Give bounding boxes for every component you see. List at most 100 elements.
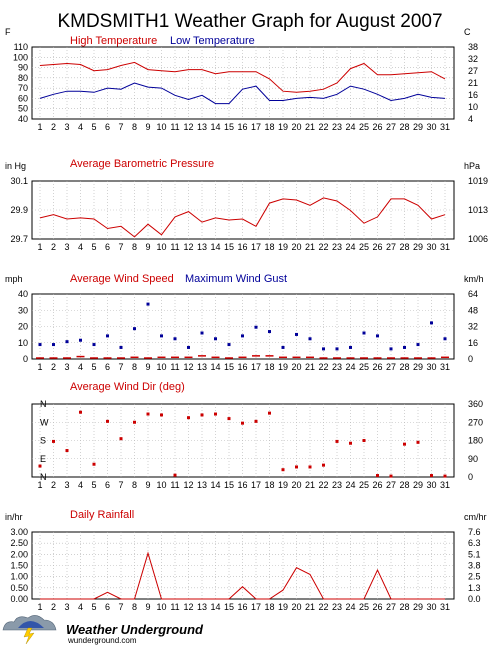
- day-label: 13: [197, 480, 207, 490]
- right-tick-label: 360: [468, 399, 483, 409]
- data-point: [268, 411, 271, 415]
- day-label: 3: [64, 480, 69, 490]
- day-label: 10: [156, 480, 166, 490]
- left-tick-label: 0.50: [10, 583, 28, 593]
- right-tick-label: 270: [468, 417, 483, 427]
- day-label: 25: [359, 122, 369, 132]
- data-point: [187, 416, 190, 420]
- data-point: [268, 330, 271, 334]
- day-label: 20: [291, 242, 301, 252]
- day-label: 6: [105, 480, 110, 490]
- data-point: [117, 357, 125, 359]
- right-tick-label: 38: [468, 42, 478, 52]
- data-point: [171, 356, 179, 359]
- day-label: 12: [183, 122, 193, 132]
- day-label: 26: [372, 602, 382, 612]
- right-unit-label: C: [464, 27, 471, 37]
- day-label: 24: [345, 480, 355, 490]
- data-point: [52, 439, 55, 443]
- data-point: [130, 356, 139, 359]
- day-label: 19: [278, 122, 288, 132]
- data-point: [360, 357, 368, 359]
- day-label: 14: [210, 362, 220, 372]
- data-point: [157, 356, 166, 359]
- left-tick-label: 10: [18, 338, 28, 348]
- right-tick-label: 6.3: [468, 538, 481, 548]
- data-point: [387, 357, 395, 359]
- data-point: [306, 356, 314, 359]
- day-label: 13: [197, 122, 207, 132]
- data-point: [416, 440, 420, 444]
- data-point: [49, 357, 58, 359]
- day-label: 2: [51, 362, 56, 372]
- day-label: 18: [264, 122, 274, 132]
- day-label: 17: [251, 602, 261, 612]
- data-point: [198, 355, 206, 357]
- plot-frame: [31, 46, 455, 120]
- day-label: 16: [237, 602, 247, 612]
- day-label: 2: [51, 122, 56, 132]
- day-label: 30: [426, 242, 436, 252]
- day-label: 21: [305, 602, 315, 612]
- data-point: [376, 474, 379, 478]
- day-label: 18: [264, 362, 274, 372]
- data-point: [92, 462, 96, 466]
- left-tick-label: 40: [18, 289, 28, 299]
- day-label: 9: [145, 602, 150, 612]
- day-label: 23: [332, 362, 342, 372]
- right-tick-label: 3.8: [468, 561, 481, 571]
- data-point: [38, 464, 42, 468]
- left-tick-label: W: [40, 417, 49, 427]
- day-label: 1: [37, 242, 42, 252]
- right-tick-label: 0: [468, 472, 473, 482]
- day-label: 24: [345, 242, 355, 252]
- data-point: [227, 417, 231, 421]
- day-label: 20: [291, 122, 301, 132]
- legend-high-temperature: High Temperature: [70, 35, 157, 47]
- left-tick-label: N: [40, 399, 47, 409]
- day-label: 9: [145, 122, 150, 132]
- day-label: 4: [78, 602, 83, 612]
- right-tick-label: 10: [468, 102, 478, 112]
- data-point: [76, 355, 85, 358]
- right-tick-label: 1013: [468, 205, 488, 215]
- data-point: [389, 474, 393, 478]
- day-label: 25: [359, 480, 369, 490]
- data-point: [211, 356, 220, 359]
- day-label: 15: [224, 362, 234, 372]
- day-label: 9: [145, 480, 150, 490]
- data-point: [279, 356, 287, 359]
- data-point: [416, 343, 420, 347]
- day-label: 3: [64, 602, 69, 612]
- day-label: 22: [318, 602, 328, 612]
- left-tick-label: 110: [14, 42, 28, 52]
- data-point: [265, 355, 274, 357]
- left-tick-label: 1.00: [10, 572, 28, 582]
- right-tick-label: 2.5: [468, 572, 481, 582]
- data-point: [200, 413, 204, 417]
- day-label: 1: [37, 362, 42, 372]
- chart-panel-4: 1 2 3 4 5 6 7 8 9 10 11 12 13 14 15 16 17 18 19 20 21 22 23 24 2…: [31, 381, 483, 490]
- data-point: [92, 343, 96, 347]
- day-label: 13: [197, 242, 207, 252]
- data-point: [346, 357, 355, 359]
- day-label: 28: [399, 362, 409, 372]
- data-point: [241, 421, 244, 425]
- day-label: 16: [237, 242, 247, 252]
- chart-panel-3: 1 2 3 4 5 6 7 8 9 10 11 12 13 14 15 16 17 18 19 20 21 22 23 24 2…: [5, 273, 484, 372]
- day-label: 21: [305, 122, 315, 132]
- day-label: 16: [237, 480, 247, 490]
- day-label: 12: [183, 480, 193, 490]
- right-tick-label: 32: [468, 322, 478, 332]
- day-label: 10: [156, 362, 166, 372]
- data-point: [362, 331, 366, 335]
- day-label: 20: [291, 602, 301, 612]
- weather-underground-logo: Weather Underground wunderground.com: [2, 615, 204, 645]
- day-label: 1: [37, 122, 42, 132]
- legend-average-wind-speed: Average Wind Speed: [70, 273, 174, 285]
- day-label: 5: [91, 362, 96, 372]
- right-tick-label: 4: [468, 114, 473, 124]
- data-point: [144, 357, 152, 359]
- day-label: 28: [399, 602, 409, 612]
- day-label: 19: [278, 242, 288, 252]
